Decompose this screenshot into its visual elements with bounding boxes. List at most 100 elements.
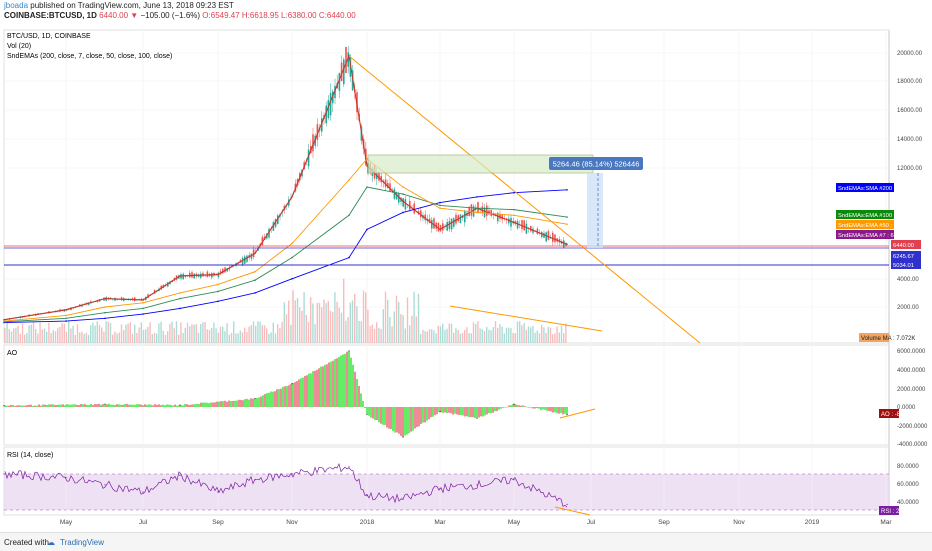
footer-brand[interactable]: TradingView	[60, 538, 105, 547]
volume-bar	[433, 330, 435, 343]
ao-bar	[22, 405, 24, 407]
candle-body	[312, 134, 314, 152]
ao-bar	[330, 361, 332, 407]
price-tick-label: 18000.00	[897, 79, 923, 85]
candle-body	[189, 272, 191, 278]
ao-bar	[494, 407, 496, 412]
rsi-badge	[879, 506, 899, 515]
volume-bar	[54, 331, 57, 343]
ao-bar	[310, 373, 312, 407]
ao-panel[interactable]	[3, 344, 890, 446]
ao-bar	[352, 364, 354, 407]
volume-bar	[481, 329, 483, 343]
ao-bar	[84, 404, 86, 407]
rsi-title: RSI (14, close)	[7, 452, 53, 459]
volume-bar	[32, 321, 35, 343]
ao-bar	[216, 401, 218, 407]
ao-bar	[70, 404, 72, 407]
volume-bar	[380, 328, 382, 343]
ao-bar	[510, 405, 512, 407]
candle-body	[439, 225, 442, 232]
volume-bar	[228, 334, 230, 343]
ao-bar	[90, 403, 92, 407]
volume-bar	[72, 325, 74, 343]
ao-bar	[346, 351, 348, 407]
ao-bar	[422, 407, 424, 423]
trendline-volume[interactable]	[449, 305, 603, 332]
volume-bar	[532, 325, 534, 343]
ao-bar	[80, 404, 82, 407]
volume-bar	[81, 331, 83, 343]
ao-bar	[60, 404, 62, 407]
volume-bar	[52, 330, 54, 343]
ao-bar	[378, 407, 380, 423]
ao-bar	[372, 407, 374, 419]
down-arrow-icon: ▼	[130, 11, 139, 20]
trendline-ao[interactable]	[559, 408, 596, 419]
volume-bar	[305, 314, 307, 343]
ao-bar	[182, 405, 184, 407]
price-badge	[836, 230, 894, 239]
ao-bar	[452, 407, 454, 415]
ao-bar	[528, 407, 530, 408]
trendline-main[interactable]	[348, 55, 701, 344]
ao-point	[366, 413, 368, 416]
candle-body	[457, 215, 459, 222]
ao-bar	[290, 383, 292, 407]
candle-body	[338, 72, 341, 91]
measure-range[interactable]	[587, 173, 603, 248]
ao-bar	[560, 407, 562, 413]
price-panel[interactable]	[3, 29, 890, 344]
ao-bar	[166, 404, 168, 407]
volume-bar	[301, 310, 303, 343]
ao-bar	[108, 403, 110, 407]
ao-bar	[464, 407, 466, 417]
ao-bar	[94, 403, 96, 407]
volume-bar	[552, 334, 554, 343]
candle-body	[321, 118, 323, 132]
candle-body	[486, 205, 488, 216]
ao-bar	[224, 400, 226, 407]
volume-bar	[525, 329, 527, 343]
volume-bar	[83, 334, 85, 343]
ao-bar	[382, 407, 384, 425]
series-point	[513, 191, 515, 194]
ao-bar	[62, 404, 64, 407]
candle-body	[530, 226, 532, 232]
volume-bar	[101, 327, 103, 343]
ao-bar	[498, 407, 500, 410]
ao-bar	[488, 407, 490, 413]
ao-bar	[446, 407, 448, 414]
volume-bar	[24, 334, 26, 343]
volume-bar	[486, 326, 488, 343]
price-badge-label: SndEMAs:SMA #200 : 10303.53	[838, 186, 921, 192]
ao-bar	[390, 407, 392, 430]
volume-bar	[103, 331, 105, 343]
volume-bar	[173, 328, 175, 343]
ao-bar	[380, 407, 382, 424]
volume-bar	[237, 333, 239, 343]
series-point	[217, 300, 219, 303]
ao-bar	[34, 405, 36, 407]
volume-bar	[35, 328, 37, 343]
volume-bar	[136, 332, 138, 343]
volume-bar	[68, 321, 70, 343]
candle-body	[389, 183, 391, 192]
trendline-rsi[interactable]	[554, 506, 591, 516]
volume-bar	[512, 332, 514, 343]
ao-point	[566, 414, 568, 416]
volume-bar	[263, 325, 266, 343]
series-point	[179, 297, 181, 300]
volume-bar	[351, 300, 354, 343]
series-point	[566, 216, 568, 218]
measure-label-box	[549, 157, 643, 170]
ao-bar	[434, 407, 436, 416]
volume-bar	[96, 321, 98, 343]
ao-bar	[386, 407, 388, 428]
measure-label: 5264.46 (85.14%) 526446	[553, 160, 640, 169]
series-point	[3, 320, 5, 322]
ao-bar	[532, 407, 534, 409]
ao-tick-label: 2000.0000	[897, 387, 926, 393]
author-link[interactable]: jboada	[4, 1, 29, 10]
